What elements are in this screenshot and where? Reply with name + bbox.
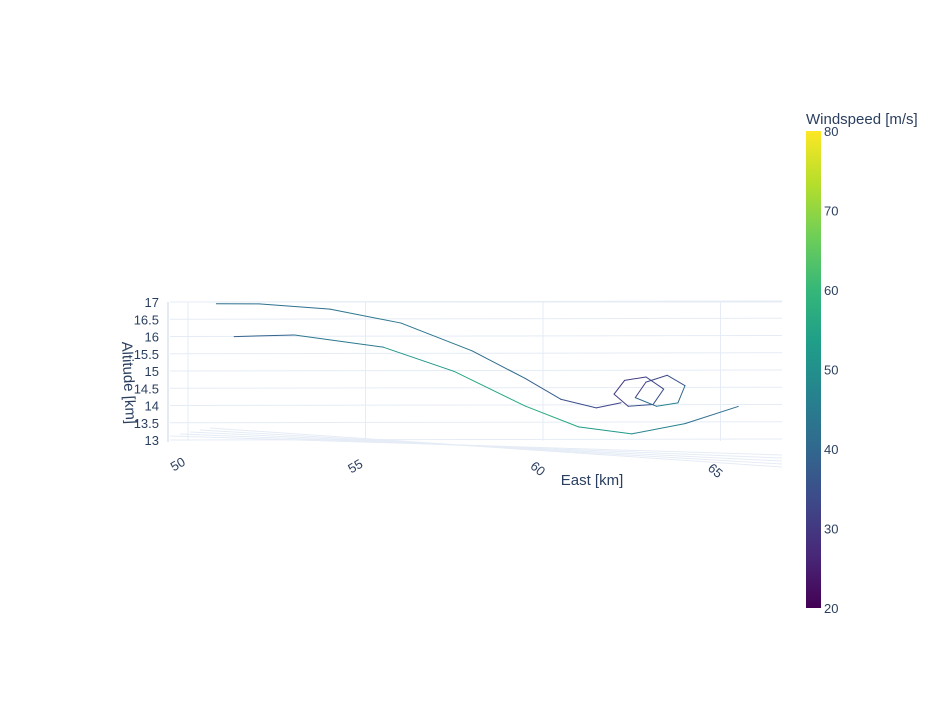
series-2-segment bbox=[579, 427, 632, 434]
colorbar-gradient bbox=[806, 131, 821, 608]
colorbar-tick-label: 50 bbox=[824, 363, 838, 378]
series-2-line bbox=[234, 335, 738, 434]
x-axis-title: East [km] bbox=[561, 472, 624, 489]
series-1-segment bbox=[401, 323, 472, 351]
series-1-segment bbox=[596, 403, 621, 408]
z-gridline bbox=[170, 318, 782, 319]
x-tick-label: 60 bbox=[528, 458, 549, 479]
z-gridline bbox=[170, 387, 782, 388]
z-gridline bbox=[170, 405, 782, 406]
series-3-segment bbox=[653, 389, 664, 405]
series-4-line bbox=[635, 375, 685, 406]
z-tick-label: 15 bbox=[145, 364, 159, 379]
series-2-segment bbox=[383, 347, 454, 371]
colorbar-tick-label: 70 bbox=[824, 204, 838, 219]
colorbar-title: Windspeed [m/s] bbox=[806, 111, 918, 128]
z-tick-label: 16.5 bbox=[134, 312, 159, 327]
series-2-segment bbox=[295, 335, 384, 347]
series-2-segment bbox=[454, 371, 525, 406]
colorbar-tick-label: 30 bbox=[824, 522, 838, 537]
series-4-segment bbox=[635, 382, 646, 398]
colorbar-tick-label: 40 bbox=[824, 442, 838, 457]
z-tick-label: 14 bbox=[145, 399, 159, 414]
colorbar-tick-label: 20 bbox=[824, 601, 838, 616]
z-tick-label: 16 bbox=[145, 330, 159, 345]
colorbar[interactable]: Windspeed [m/s] 20 30 40 50 60 70 80 bbox=[806, 111, 918, 616]
series-3-segment bbox=[625, 377, 646, 380]
series-4-segment bbox=[678, 386, 685, 403]
colorbar-tick-label: 60 bbox=[824, 283, 838, 298]
z-tick-label: 13 bbox=[145, 433, 159, 448]
floor-gridline bbox=[210, 428, 782, 467]
series-2-segment bbox=[632, 424, 685, 434]
series-2-segment bbox=[685, 406, 738, 423]
colorbar-ticks: 20 30 40 50 60 70 80 bbox=[824, 124, 838, 616]
series-2-segment bbox=[525, 406, 578, 427]
grid-layer bbox=[168, 301, 782, 467]
series-1-segment bbox=[561, 399, 597, 408]
x-tick-label: 50 bbox=[168, 454, 188, 474]
series-1-segment bbox=[472, 351, 525, 379]
series-1-segment bbox=[259, 304, 330, 309]
z-axis-title: Altitude [km] bbox=[118, 341, 139, 424]
z-gridline bbox=[170, 370, 782, 371]
colorbar-tick-label: 80 bbox=[824, 124, 838, 139]
x-tick-label: 55 bbox=[345, 456, 365, 476]
series-4-segment bbox=[667, 375, 685, 385]
series-layer bbox=[216, 304, 738, 434]
z-tick-label: 15.5 bbox=[134, 347, 159, 362]
z-tick-label: 17 bbox=[145, 295, 159, 310]
